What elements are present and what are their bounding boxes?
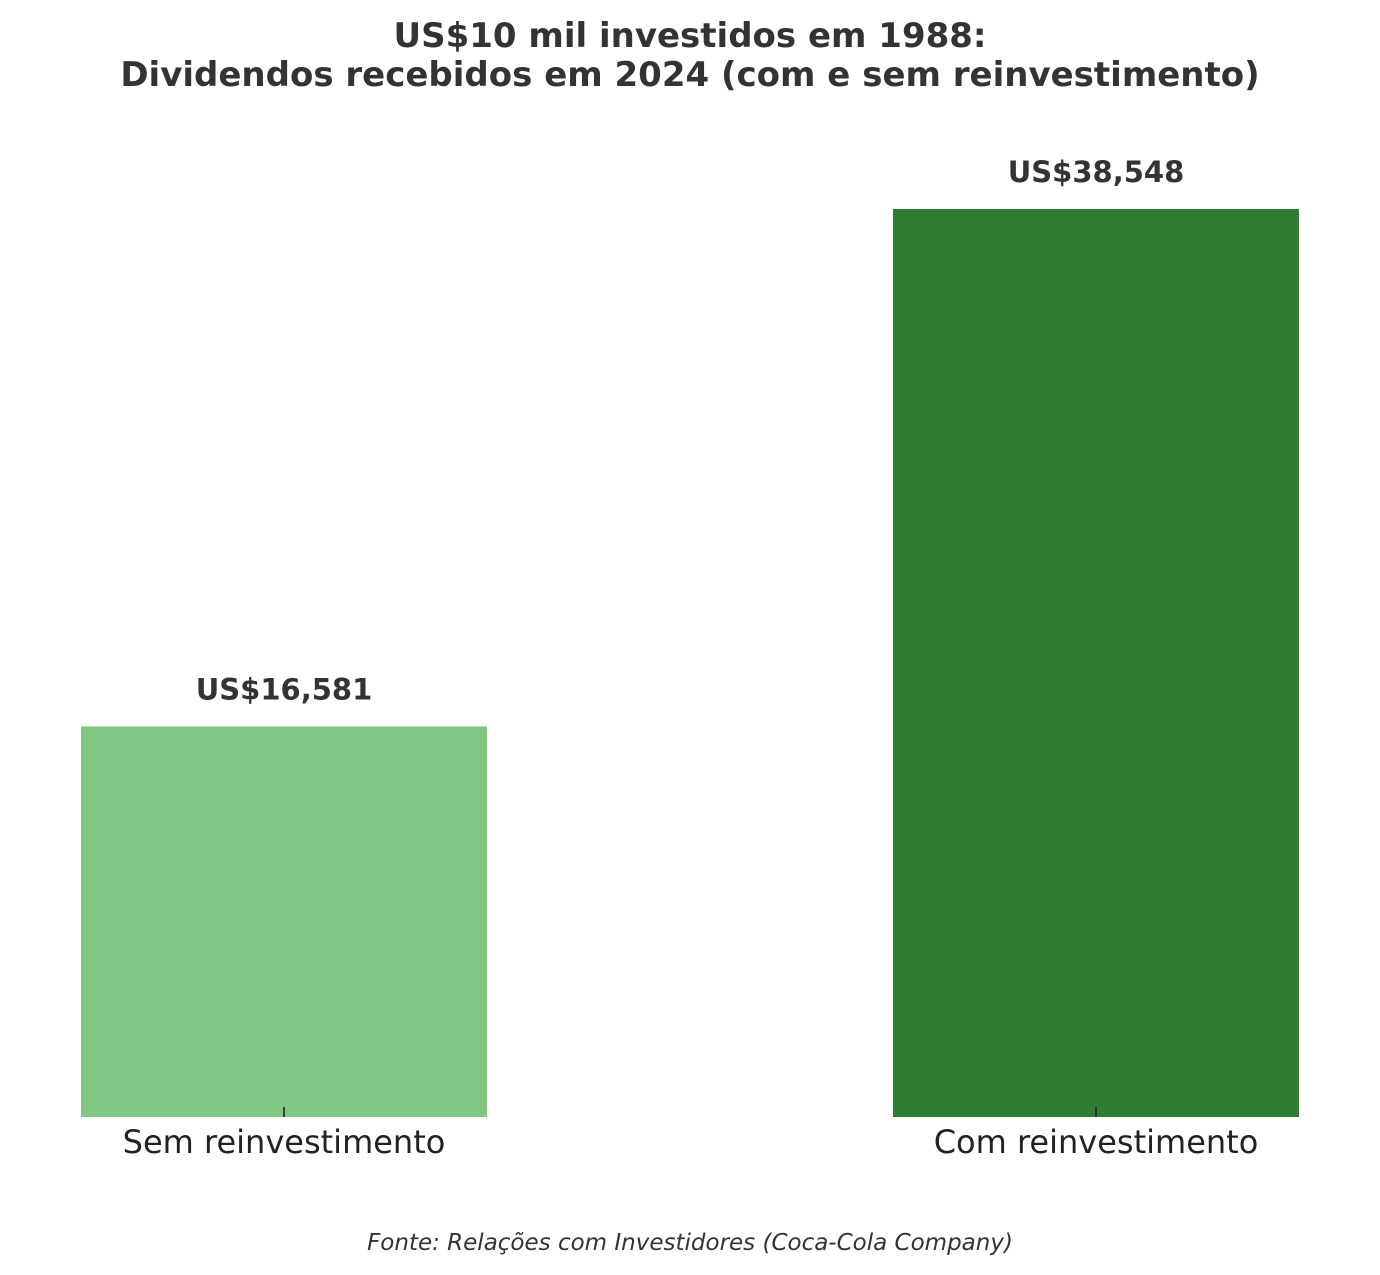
chart-title-line-2: Dividendos recebidos em 2024 (com e sem …	[120, 55, 1259, 95]
x-tick-label: Sem reinvestimento	[123, 1123, 446, 1161]
x-tick-label: Com reinvestimento	[934, 1123, 1259, 1161]
value-labels-group: US$16,581 US$38,548	[196, 155, 1185, 706]
bar-value-label: US$16,581	[196, 672, 373, 706]
bar-value-label: US$38,548	[1008, 155, 1185, 189]
chart-title-line-1: US$10 mil investidos em 1988:	[393, 16, 986, 56]
x-tick-labels-group: Sem reinvestimento Com reinvestimento	[123, 1123, 1259, 1161]
bars-group	[81, 209, 1299, 1117]
bar-com-reinvestimento	[893, 209, 1299, 1117]
x-ticks-group	[283, 1107, 1097, 1117]
source-note: Fonte: Relações com Investidores (Coca-C…	[367, 1230, 1013, 1256]
bar-sem-reinvestimento	[81, 726, 487, 1117]
